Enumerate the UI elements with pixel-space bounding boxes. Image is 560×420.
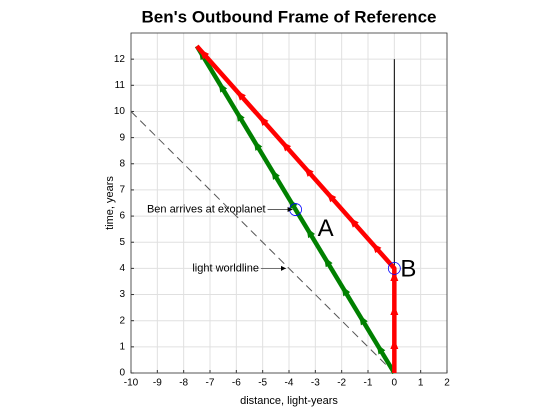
direction-arrow (324, 256, 333, 268)
y-tick-label: 11 (115, 80, 126, 91)
direction-arrow (371, 242, 382, 254)
plot-frame (130, 32, 448, 374)
y-axis-label: time, years (104, 176, 116, 230)
direction-arrow (390, 339, 399, 349)
series-line (130, 111, 395, 374)
x-tick-label: -2 (337, 378, 346, 389)
y-tick-label: 5 (119, 237, 125, 248)
y-tick-label: 3 (119, 289, 125, 300)
annotation-arrowhead (287, 207, 293, 213)
x-tick-label: 1 (418, 378, 424, 389)
y-tick-label: 10 (114, 106, 126, 117)
direction-arrow (281, 141, 292, 152)
x-tick-label: 2 (444, 378, 450, 389)
annotation-arrowhead (281, 265, 286, 271)
direction-arrow (326, 192, 337, 203)
x-tick-label: -5 (258, 378, 267, 389)
direction-arrow (199, 49, 210, 60)
series-label: A (318, 215, 334, 242)
direction-arrow (253, 140, 263, 151)
event-marker (387, 261, 401, 275)
y-tick-label: 7 (119, 185, 125, 196)
x-tick-label: -3 (311, 378, 320, 389)
y-tick-label: 0 (119, 368, 125, 379)
direction-arrow (236, 111, 245, 122)
annotation: light worldline (192, 262, 259, 274)
y-tick-label: 12 (114, 54, 126, 65)
y-tick-label: 6 (119, 211, 125, 222)
annotation: Ben arrives at exoplanet (147, 203, 266, 215)
direction-arrow (359, 314, 368, 326)
y-tick-label: 4 (119, 263, 125, 274)
y-tick-label: 2 (119, 315, 125, 326)
y-tick-label: 1 (119, 341, 125, 352)
direction-arrow (341, 285, 351, 297)
x-tick-label: -4 (285, 378, 294, 389)
direction-arrow (306, 227, 316, 239)
direction-arrow (349, 217, 359, 228)
y-tick-label: 9 (119, 132, 125, 143)
x-tick-label: -1 (364, 378, 373, 389)
direction-arrow (271, 169, 280, 180)
x-tick-label: -8 (179, 378, 188, 389)
direction-arrow (218, 81, 228, 93)
direction-arrow (258, 115, 269, 127)
series-label: B (400, 256, 416, 283)
y-tick-label: 8 (119, 158, 125, 169)
direction-arrow (236, 90, 246, 101)
chart-title: Ben's Outbound Frame of Reference (142, 7, 437, 26)
x-tick-label: -10 (124, 378, 139, 389)
x-tick-label: -9 (153, 378, 162, 389)
x-tick-label: -7 (206, 378, 215, 389)
direction-arrow (390, 305, 399, 315)
x-tick-label: -6 (232, 378, 241, 389)
x-tick-label: 0 (392, 378, 398, 389)
direction-arrow (376, 343, 386, 355)
x-axis-label: distance, light-years (240, 395, 338, 407)
direction-arrow (304, 166, 314, 177)
direction-arrow (390, 271, 399, 281)
